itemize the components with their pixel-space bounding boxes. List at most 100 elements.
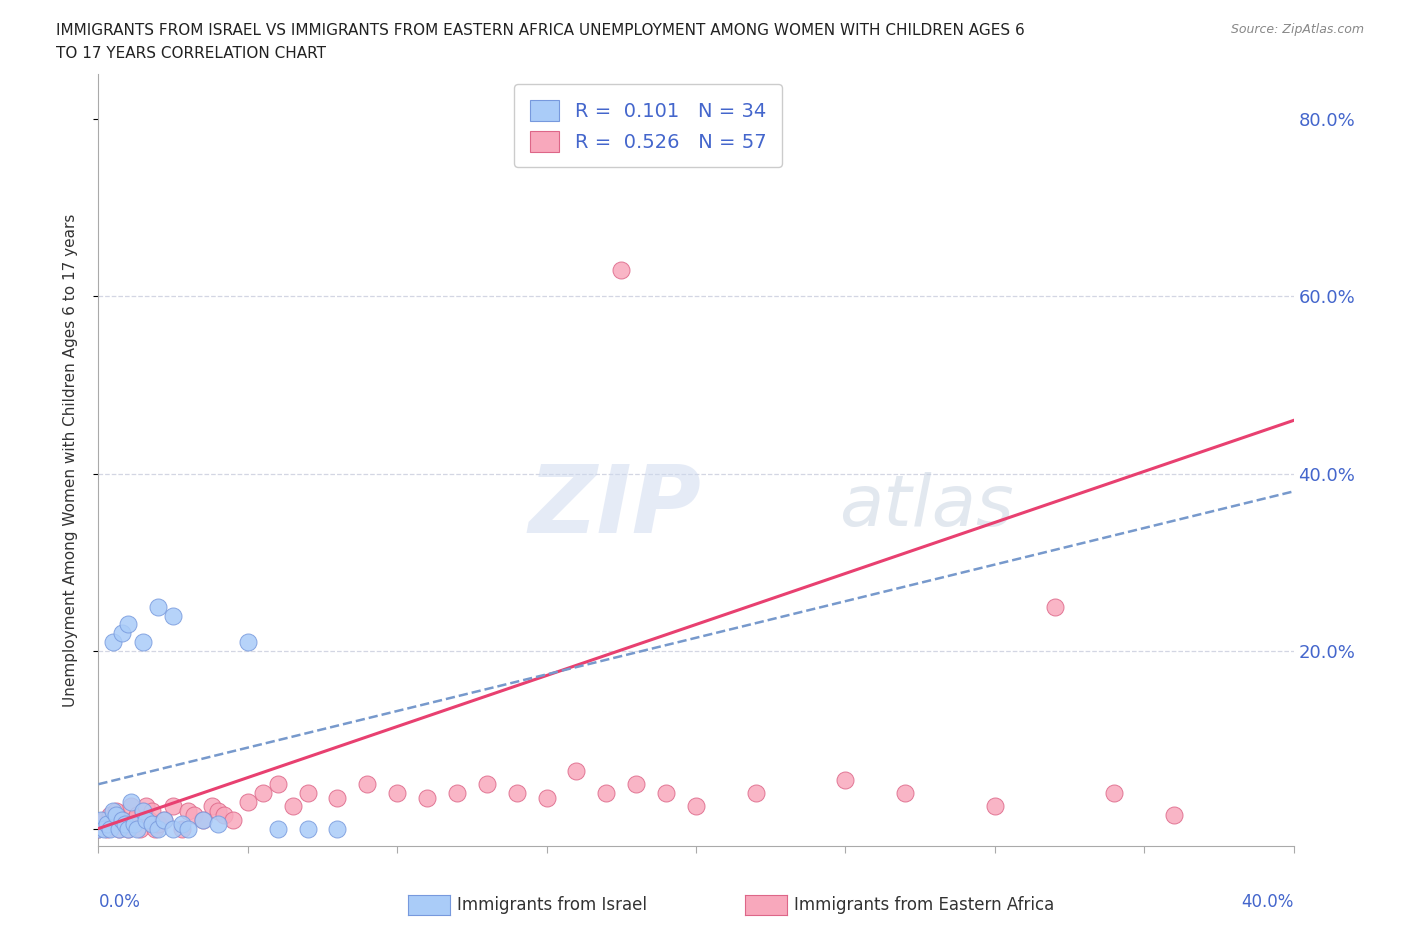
- Point: [96, 821, 118, 836]
- Point: [1104, 786, 1126, 801]
- Point: [894, 786, 917, 801]
- Point: [93, 812, 115, 827]
- Point: [124, 817, 146, 831]
- Point: [120, 794, 142, 809]
- Point: [132, 804, 155, 818]
- Point: [281, 799, 304, 814]
- Point: [1043, 599, 1066, 614]
- Point: [475, 777, 498, 791]
- Point: [207, 817, 229, 831]
- Point: [141, 804, 163, 818]
- Point: [267, 777, 290, 791]
- Point: [745, 786, 768, 801]
- Text: Immigrants from Israel: Immigrants from Israel: [457, 896, 647, 914]
- Text: atlas: atlas: [839, 472, 1014, 541]
- Point: [87, 821, 110, 836]
- Point: [536, 790, 558, 805]
- Point: [127, 808, 149, 823]
- Text: Source: ZipAtlas.com: Source: ZipAtlas.com: [1230, 23, 1364, 36]
- Point: [132, 804, 155, 818]
- Point: [162, 821, 184, 836]
- Point: [111, 812, 134, 827]
- Point: [385, 786, 409, 801]
- Point: [655, 786, 678, 801]
- Point: [207, 804, 229, 818]
- Point: [103, 817, 125, 831]
- Point: [124, 812, 146, 827]
- Point: [416, 790, 439, 805]
- Point: [326, 821, 349, 836]
- Text: 40.0%: 40.0%: [1241, 893, 1294, 910]
- Point: [103, 804, 125, 818]
- Point: [105, 808, 128, 823]
- Point: [114, 817, 136, 831]
- Point: [172, 817, 194, 831]
- Point: [356, 777, 378, 791]
- Point: [191, 812, 214, 827]
- Point: [129, 821, 152, 836]
- Point: [111, 626, 134, 641]
- Point: [177, 804, 200, 818]
- Point: [127, 821, 149, 836]
- Point: [153, 812, 176, 827]
- Point: [984, 799, 1007, 814]
- Text: IMMIGRANTS FROM ISRAEL VS IMMIGRANTS FROM EASTERN AFRICA UNEMPLOYMENT AMONG WOME: IMMIGRANTS FROM ISRAEL VS IMMIGRANTS FRO…: [56, 23, 1025, 38]
- Point: [153, 812, 176, 827]
- Point: [120, 799, 142, 814]
- Point: [87, 821, 110, 836]
- Point: [117, 821, 139, 836]
- Point: [141, 817, 163, 831]
- Point: [148, 821, 170, 836]
- Point: [162, 799, 184, 814]
- Point: [108, 821, 131, 836]
- Point: [252, 786, 274, 801]
- Point: [626, 777, 648, 791]
- Point: [1163, 808, 1185, 823]
- Point: [177, 821, 200, 836]
- Text: ZIP: ZIP: [529, 460, 702, 552]
- Point: [117, 821, 139, 836]
- Point: [183, 808, 205, 823]
- Point: [172, 821, 194, 836]
- Legend: R =  0.101   N = 34, R =  0.526   N = 57: R = 0.101 N = 34, R = 0.526 N = 57: [515, 84, 782, 167]
- Point: [93, 821, 115, 836]
- Point: [506, 786, 529, 801]
- Point: [108, 821, 131, 836]
- Point: [212, 808, 235, 823]
- Point: [236, 635, 259, 650]
- Point: [90, 812, 112, 827]
- Point: [565, 764, 588, 778]
- Point: [297, 786, 319, 801]
- Point: [105, 804, 128, 818]
- Point: [446, 786, 468, 801]
- Point: [267, 821, 290, 836]
- Point: [236, 794, 259, 809]
- Point: [143, 821, 166, 836]
- Point: [834, 772, 856, 787]
- Point: [98, 808, 122, 823]
- Point: [114, 817, 136, 831]
- Point: [201, 799, 224, 814]
- Point: [297, 821, 319, 836]
- Text: Immigrants from Eastern Africa: Immigrants from Eastern Africa: [794, 896, 1054, 914]
- Point: [111, 812, 134, 827]
- Point: [148, 817, 170, 831]
- Text: 0.0%: 0.0%: [98, 893, 141, 910]
- Point: [162, 608, 184, 623]
- Point: [103, 635, 125, 650]
- Point: [98, 821, 122, 836]
- Point: [326, 790, 349, 805]
- Point: [595, 786, 617, 801]
- Point: [135, 812, 157, 827]
- Point: [138, 812, 160, 827]
- Point: [117, 617, 139, 631]
- Point: [148, 599, 170, 614]
- Point: [610, 262, 633, 277]
- Text: TO 17 YEARS CORRELATION CHART: TO 17 YEARS CORRELATION CHART: [56, 46, 326, 61]
- Y-axis label: Unemployment Among Women with Children Ages 6 to 17 years: Unemployment Among Women with Children A…: [63, 214, 77, 707]
- Point: [132, 635, 155, 650]
- Point: [222, 812, 245, 827]
- Point: [191, 812, 214, 827]
- Point: [685, 799, 707, 814]
- Point: [96, 817, 118, 831]
